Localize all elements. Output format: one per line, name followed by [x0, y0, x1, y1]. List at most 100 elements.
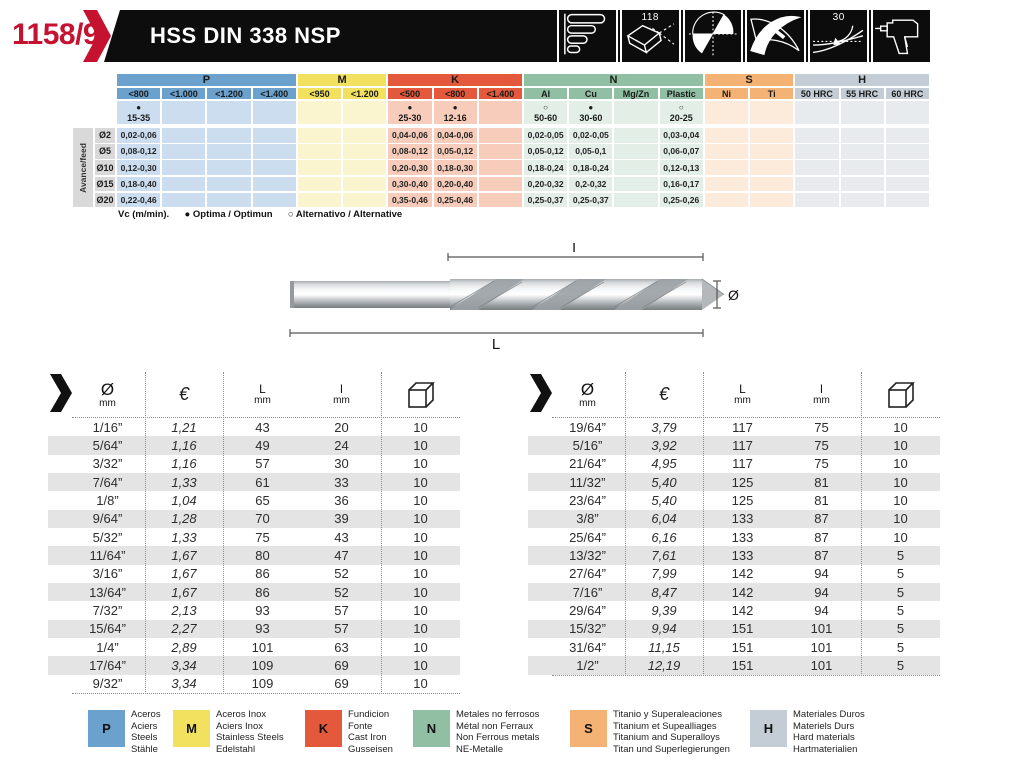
material-subcolumn: Cu — [569, 88, 613, 99]
vc-cell — [252, 101, 296, 124]
material-subcolumn: <950 — [297, 88, 342, 99]
column-divider — [381, 372, 382, 693]
feed-value-cell — [343, 128, 387, 143]
cell-pack-qty: 10 — [893, 511, 908, 527]
flute-col-header: l — [820, 382, 823, 396]
table-row: 7/16” 8,47 142 94 5 — [528, 583, 940, 602]
feed-value-cell: 0,04-0,06 — [388, 128, 432, 143]
cell-price: 3,92 — [651, 438, 677, 454]
feed-value-cell — [297, 128, 342, 143]
cell-total-length: 93 — [255, 603, 270, 619]
cell-pack-qty: 10 — [893, 529, 908, 545]
cell-pack-qty: 10 — [413, 639, 428, 655]
feed-value-cell — [885, 128, 929, 143]
material-subcolumn: Al — [523, 88, 568, 99]
feed-value-cell — [704, 128, 749, 143]
cell-pack-qty: 10 — [413, 438, 428, 454]
cell-price: 6,04 — [651, 511, 677, 527]
feed-value-cell — [252, 128, 296, 143]
cell-pack-qty: 10 — [413, 529, 428, 545]
table-row: 3/8” 6,04 133 87 10 — [528, 509, 940, 529]
drill-shank — [290, 281, 452, 308]
cell-pack-qty: 5 — [896, 658, 905, 674]
product-feature-icons: 118 — [557, 8, 932, 64]
feed-value-cell — [750, 176, 794, 192]
cell-total-length: 133 — [731, 529, 754, 545]
cell-diameter: 3/8” — [576, 511, 599, 527]
cell-pack-qty: 10 — [893, 419, 908, 435]
feed-value-cell: 0,16-0,17 — [659, 176, 703, 192]
material-subcolumn: <1.000 — [162, 88, 206, 99]
legend-line: Edelstahl — [216, 743, 256, 755]
cell-price: 2,89 — [171, 639, 197, 655]
feed-value-cell: 0,12-0,30 — [117, 160, 161, 175]
cell-flute-length: 69 — [334, 658, 349, 674]
cell-flute-length: 75 — [814, 456, 829, 472]
cell-total-length: 57 — [255, 456, 270, 472]
legend-swatch-P: P — [88, 710, 125, 747]
cell-price: 1,67 — [171, 548, 197, 564]
feed-value-cell: 0,18-0,40 — [117, 176, 161, 192]
cell-pack-qty: 10 — [413, 456, 428, 472]
feed-value-cell: 0,18-0,30 — [433, 160, 477, 175]
table-body: 19/64” 3,79 117 75 10 5/16” 3,92 117 75 10 21/64” 4… — [528, 418, 940, 675]
table-row: 3/32” 1,16 57 30 10 — [48, 455, 460, 473]
vc-cell: ● 15-35 — [117, 101, 161, 124]
feed-value-cell — [343, 160, 387, 175]
material-subcolumn: <800 — [433, 88, 477, 99]
vc-range: 12-16 — [443, 112, 467, 123]
feed-value-cell — [252, 176, 296, 192]
vc-cell: ● 30-60 — [569, 101, 613, 124]
feed-value-cell — [478, 160, 522, 175]
cell-diameter: 7/64” — [92, 474, 123, 490]
cell-diameter: 5/64” — [92, 438, 123, 454]
material-subcolumn: 60 HRC — [885, 88, 929, 99]
table-row: 23/64” 5,40 125 81 10 — [528, 491, 940, 509]
cell-total-length: 142 — [731, 603, 754, 619]
cell-flute-length: 57 — [334, 603, 349, 619]
cell-price: 6,16 — [651, 529, 677, 545]
cell-price: 11,15 — [648, 639, 680, 655]
table-row: 17/64” 3,34 109 69 10 — [48, 656, 460, 675]
feed-value-cell: 0,08-0,12 — [117, 144, 161, 159]
flute-col-header: l — [340, 382, 343, 396]
feed-value-cell — [252, 192, 296, 208]
feed-value-cell — [750, 144, 794, 159]
feed-value-cell: 0,25-0,37 — [569, 192, 613, 208]
feed-value-cell — [162, 128, 206, 143]
table-row: 19/64” 3,79 117 75 10 — [528, 418, 940, 436]
vc-cell — [162, 101, 206, 124]
material-subcolumn: <800 — [117, 88, 161, 99]
feed-axis-label: Avance/feed — [73, 128, 93, 207]
diameter-col-header: Ø — [100, 379, 115, 399]
feed-value-cell — [478, 144, 522, 159]
cell-price: 7,61 — [651, 548, 677, 564]
table-row: 1/8” 1,04 65 36 10 — [48, 491, 460, 509]
page-code: 1158/9 — [12, 18, 100, 51]
cell-flute-length: 75 — [814, 438, 829, 454]
cell-diameter: 5/32” — [92, 529, 123, 545]
legend-swatch-N: N — [413, 710, 450, 747]
feed-value-cell — [343, 192, 387, 208]
vc-symbol: ● — [588, 102, 594, 112]
materials-table-header: P M K N S H <800 <1.000 <1.200 <1.400 <950 <1.200 <5… — [117, 74, 929, 124]
legend-text: Fundicion Fonte Cast Iron Gusseisen — [348, 709, 393, 755]
legend-line: Titanio y Superaleaciones — [613, 709, 722, 720]
cell-pack-qty: 10 — [413, 474, 428, 490]
cell-price: 1,21 — [171, 419, 197, 435]
table-row: 25/64” 6,16 133 87 10 — [528, 528, 940, 546]
cell-flute-length: 20 — [334, 419, 349, 435]
cell-diameter: 9/32” — [92, 676, 123, 692]
feed-value-cell: 0,20-0,32 — [523, 176, 568, 192]
black-chevron-icon — [50, 374, 72, 412]
legend-text: Materiales Duros Materiels Durs Hard mater… — [793, 709, 865, 755]
feed-value-cell — [795, 192, 839, 208]
table-row: 7/64” 1,33 61 33 10 — [48, 473, 460, 492]
cell-total-length: 49 — [255, 438, 270, 454]
feed-value-cell — [297, 160, 342, 175]
cell-flute-length: 101 — [810, 621, 833, 637]
feed-value-cell: 0,08-0,12 — [388, 144, 432, 159]
legend-line: Stähle — [131, 743, 158, 755]
